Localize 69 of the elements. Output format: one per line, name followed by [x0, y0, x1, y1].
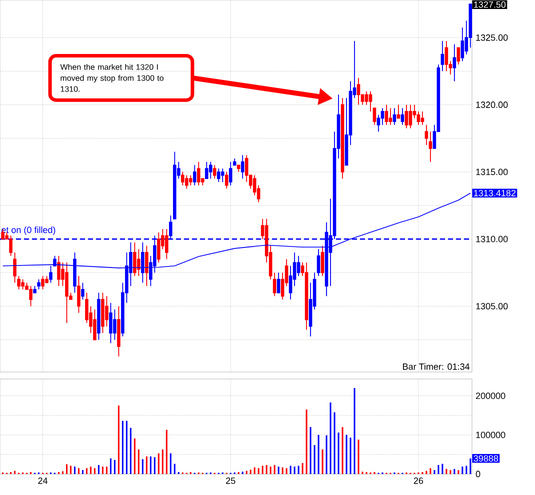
- candlestick: [77, 276, 80, 314]
- candlestick: [165, 228, 168, 260]
- y-tick-label: 200000: [476, 392, 506, 399]
- candlestick: [57, 255, 60, 286]
- data-label: 1313.4182: [474, 190, 516, 196]
- x-tick-label: 25: [226, 478, 236, 484]
- x-tick-label: 24: [38, 478, 48, 484]
- candlestick: [216, 168, 220, 182]
- candlestick: [224, 171, 228, 190]
- x-tick-label: 26: [414, 478, 424, 484]
- candlestick: [97, 292, 100, 340]
- candlestick: [29, 286, 32, 307]
- candlestick: [117, 306, 120, 357]
- candlestick: [272, 272, 276, 297]
- annotation: 39888: [474, 455, 498, 462]
- y-tick-label: 1305.00: [476, 303, 508, 310]
- candlestick: [228, 161, 232, 186]
- candlestick: [420, 111, 424, 126]
- candlestick: [181, 171, 184, 186]
- y-tick-label: 1315.00: [476, 168, 508, 176]
- candlestick: [240, 154, 244, 180]
- candlestick: [145, 245, 148, 286]
- y-tick-label: 1325.00: [476, 34, 508, 41]
- text: 1327.50: [474, 1, 506, 8]
- candlestick: [188, 174, 192, 186]
- candlestick: [184, 174, 188, 190]
- candlestick: [101, 292, 104, 334]
- candlestick: [81, 282, 84, 300]
- candlestick: [220, 168, 224, 182]
- annotation: When the market hit 1320 I moved my stop from 1300 to 1310.: [60, 64, 164, 92]
- candlestick: [396, 104, 400, 119]
- candlestick: [133, 242, 136, 276]
- candlestick: [208, 161, 212, 180]
- candlestick: [236, 164, 240, 172]
- candlestick: [392, 108, 396, 126]
- candlestick: [41, 276, 44, 290]
- candlestick: [424, 124, 428, 146]
- candlestick: [196, 161, 200, 186]
- candlestick: [93, 309, 96, 340]
- candlestick: [444, 40, 448, 72]
- annotation: Bar Timer: 01:34: [403, 363, 470, 370]
- candlestick: [9, 235, 12, 256]
- candlestick: [13, 252, 16, 284]
- candlestick: [37, 278, 40, 290]
- candlestick: [384, 104, 388, 126]
- candlestick: [192, 164, 196, 186]
- y-tick-label: 0: [476, 470, 480, 478]
- y-tick-label: 100000: [476, 432, 506, 438]
- candlestick: [65, 262, 68, 324]
- y-tick-label: 1310.00: [476, 236, 508, 242]
- candlestick: [173, 151, 176, 220]
- candlestick: [440, 40, 444, 72]
- candlestick: [17, 276, 20, 290]
- candlestick: [212, 164, 216, 180]
- candlestick: [109, 302, 112, 344]
- candlestick: [21, 278, 24, 290]
- candlestick: [388, 108, 392, 126]
- candlestick: [400, 108, 404, 126]
- candlestick: [404, 104, 408, 129]
- candlestick: [368, 90, 372, 112]
- candlestick: [157, 232, 160, 263]
- candlestick: [33, 286, 36, 294]
- y-tick-label: 1320.00: [476, 102, 508, 108]
- candlestick: [428, 131, 432, 162]
- candlestick: [452, 44, 456, 82]
- candlestick: [408, 104, 412, 129]
- candlestick: [356, 77, 360, 106]
- candlestick: [232, 158, 236, 166]
- candlestick: [204, 161, 208, 180]
